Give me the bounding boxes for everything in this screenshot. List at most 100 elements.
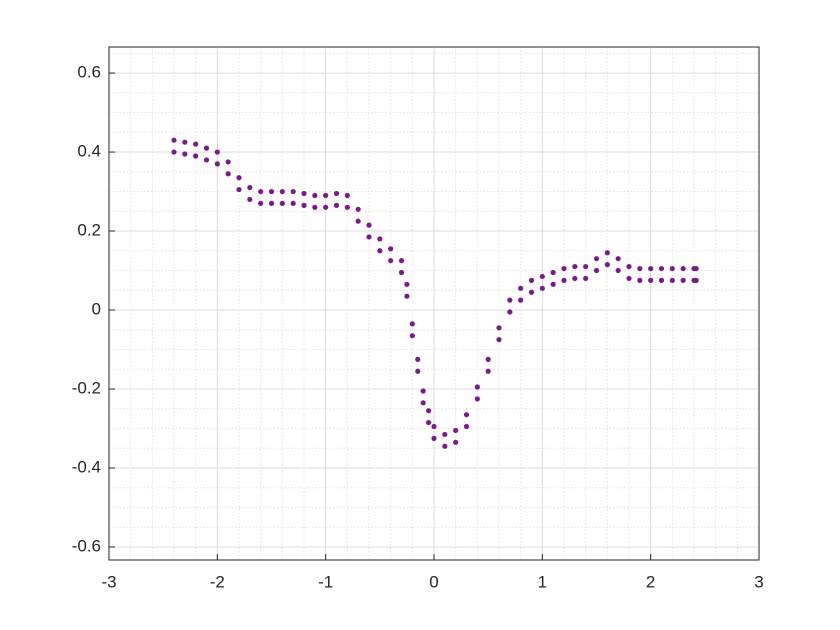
point xyxy=(463,423,470,430)
point xyxy=(693,277,699,283)
point xyxy=(290,200,296,206)
point xyxy=(247,196,253,203)
point xyxy=(648,265,654,272)
point xyxy=(268,188,275,195)
point xyxy=(268,200,275,206)
point xyxy=(604,250,610,256)
y-tick-label: 0.6 xyxy=(77,63,101,82)
point xyxy=(323,192,329,199)
point xyxy=(203,157,210,163)
point xyxy=(279,200,285,206)
point xyxy=(658,265,665,272)
point xyxy=(225,171,231,177)
point xyxy=(258,200,264,206)
point xyxy=(301,202,307,208)
y-tick-label: -0.4 xyxy=(72,457,101,476)
point xyxy=(593,267,600,274)
point xyxy=(398,269,405,276)
point xyxy=(550,281,556,287)
y-tick-label: 0 xyxy=(92,300,101,319)
point xyxy=(420,400,426,406)
point xyxy=(518,285,524,291)
point xyxy=(388,258,394,264)
point xyxy=(225,159,231,165)
point xyxy=(290,188,296,195)
point xyxy=(485,356,491,362)
x-tick-label: -2 xyxy=(210,572,225,591)
point xyxy=(415,356,421,362)
x-tick-label: 0 xyxy=(429,572,438,591)
point xyxy=(615,256,621,262)
point xyxy=(420,388,426,394)
point xyxy=(279,188,285,195)
point xyxy=(203,145,210,151)
point xyxy=(604,262,610,268)
point xyxy=(561,277,567,283)
point xyxy=(431,423,437,430)
y-tick-label: 0.2 xyxy=(77,221,101,240)
point xyxy=(214,161,220,167)
x-tick-label: -3 xyxy=(101,572,116,591)
point xyxy=(442,431,448,438)
point xyxy=(404,281,410,287)
x-tick-label: 2 xyxy=(646,572,655,591)
point xyxy=(453,439,459,445)
point xyxy=(388,246,394,252)
point xyxy=(312,204,318,210)
point xyxy=(485,368,491,374)
point xyxy=(404,293,410,299)
point xyxy=(409,321,415,327)
point xyxy=(398,258,405,264)
point xyxy=(593,256,600,262)
point xyxy=(680,277,686,283)
point xyxy=(648,277,654,283)
point xyxy=(572,263,578,270)
point xyxy=(258,188,264,195)
point xyxy=(182,139,188,145)
point xyxy=(236,175,242,181)
point xyxy=(415,368,421,374)
point xyxy=(680,265,686,272)
point xyxy=(518,297,524,303)
axes-box xyxy=(108,46,760,561)
point xyxy=(550,269,556,276)
point xyxy=(333,190,340,197)
point xyxy=(507,309,513,315)
x-tick-label: 3 xyxy=(754,572,763,591)
y-tick-label: -0.6 xyxy=(72,536,101,555)
point xyxy=(626,263,632,270)
point xyxy=(312,192,318,199)
point xyxy=(669,265,675,272)
point xyxy=(425,419,432,426)
point xyxy=(637,277,643,283)
point xyxy=(463,412,470,418)
point xyxy=(528,277,535,283)
point xyxy=(583,263,589,270)
point xyxy=(583,275,589,282)
point xyxy=(301,190,307,197)
y-tick-label: 0.4 xyxy=(77,142,101,161)
y-tick-label: -0.2 xyxy=(72,378,101,397)
point xyxy=(333,202,340,208)
point xyxy=(496,337,502,343)
point xyxy=(409,333,415,339)
point xyxy=(442,443,448,449)
point xyxy=(377,248,383,254)
point xyxy=(344,192,350,199)
point xyxy=(355,206,361,212)
point xyxy=(693,265,699,272)
point xyxy=(572,275,578,282)
point xyxy=(496,325,502,331)
x-tick-label: 1 xyxy=(538,572,547,591)
point xyxy=(561,265,567,272)
point xyxy=(507,297,513,303)
point xyxy=(344,204,350,210)
point xyxy=(323,204,329,210)
point xyxy=(182,151,188,157)
point xyxy=(236,186,242,193)
point xyxy=(539,285,545,291)
point xyxy=(637,265,643,272)
point xyxy=(214,149,220,155)
point xyxy=(539,273,545,280)
